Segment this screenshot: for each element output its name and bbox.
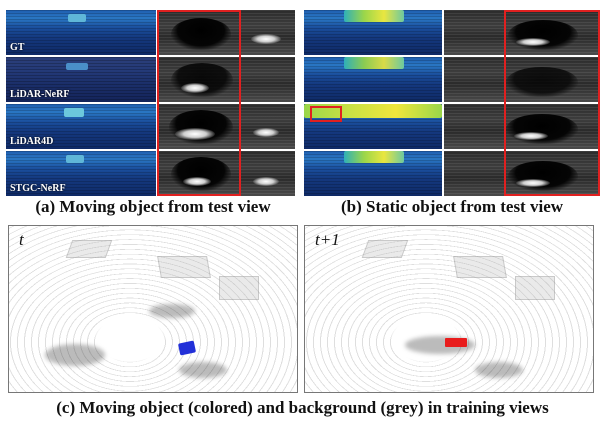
caption-c: (c) Moving object (colored) and backgrou… [56,398,549,417]
intensity-image-stgc-nerf-b [444,151,600,196]
intensity-image-lidar-nerf-b [444,57,600,102]
row-label-stgc-nerf: STGC-NeRF [10,183,66,194]
label-time-t1: t+1 [315,230,340,249]
caption-b: (b) Static object from test view [340,197,564,216]
intensity-image-lidar4d-a [157,104,295,149]
range-image-stgc-nerf-a [6,151,156,196]
panel-a-moving-object: GT LiDAR-NeRF LiDAR4D STGC-NeRF [6,10,296,196]
intensity-image-gt-b [444,10,600,55]
range-image-gt-a [6,10,156,55]
moving-object-blue [177,340,197,356]
point-cloud-time-t: t [8,225,298,393]
intensity-image-gt-a [157,10,295,55]
range-image-lidar-nerf-a [6,57,156,102]
caption-a: (a) Moving object from test view [35,197,271,216]
row-label-lidar-nerf: LiDAR-NeRF [10,89,70,100]
moving-object-red [445,338,467,347]
range-image-stgc-nerf-b [304,151,442,196]
panel-b-static-object [304,10,600,196]
row-label-gt: GT [10,42,25,53]
intensity-image-stgc-nerf-a [157,151,295,196]
point-cloud-time-t1: t+1 [304,225,594,393]
intensity-image-lidar4d-b [444,104,600,149]
label-time-t: t [19,230,24,249]
intensity-image-lidar-nerf-a [157,57,295,102]
row-label-lidar4d: LiDAR4D [10,136,54,147]
range-image-lidar-nerf-b [304,57,442,102]
range-image-gt-b [304,10,442,55]
range-image-lidar4d-b [304,104,442,149]
range-image-lidar4d-a [6,104,156,149]
